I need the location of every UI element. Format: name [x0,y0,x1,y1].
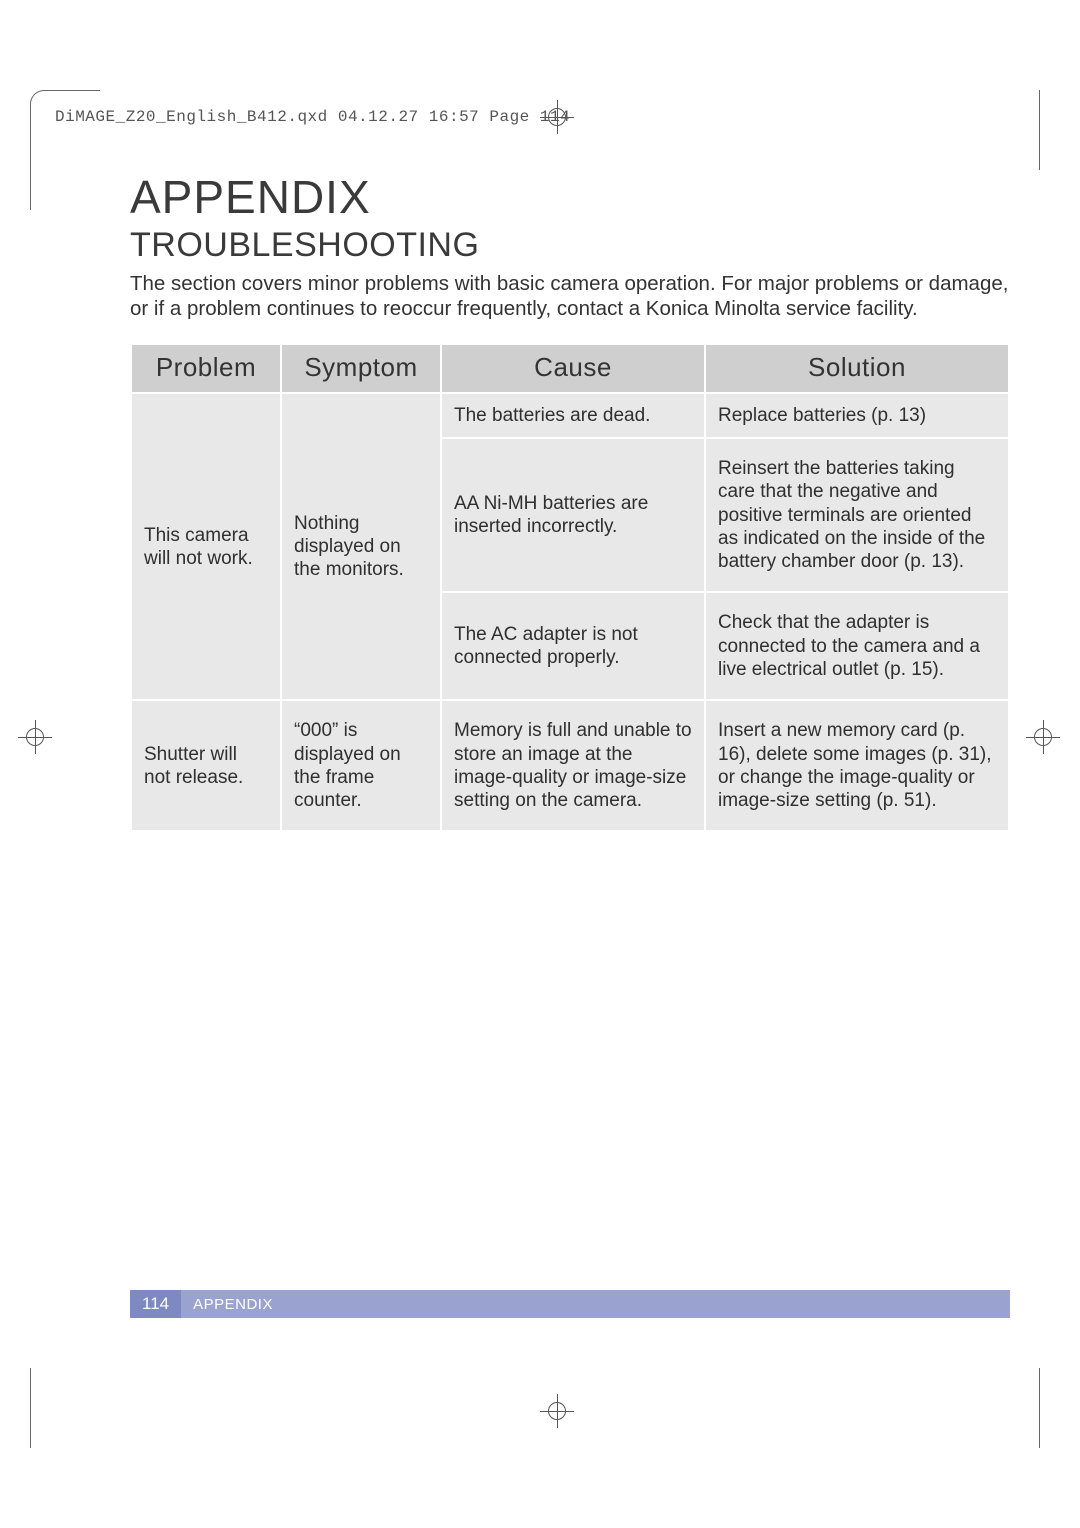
cell-solution: Replace batteries (p. 13) [705,393,1009,438]
page-root: DiMAGE_Z20_English_B412.qxd 04.12.27 16:… [0,0,1080,1528]
footer-label: APPENDIX [181,1290,285,1318]
table-row: This camera will not work. Nothing displ… [131,393,1009,438]
footer-fill [285,1290,1010,1318]
cell-cause: The AC adapter is not connected properly… [441,592,705,700]
cell-solution: Reinsert the batteries taking care that … [705,438,1009,592]
registration-mark-icon [540,100,574,134]
col-symptom: Symptom [281,344,441,393]
col-solution: Solution [705,344,1009,393]
registration-mark-icon [1026,720,1060,754]
registration-mark-icon [540,1394,574,1428]
cell-cause: AA Ni-MH batteries are inserted incorrec… [441,438,705,592]
col-problem: Problem [131,344,281,393]
print-file-header: DiMAGE_Z20_English_B412.qxd 04.12.27 16:… [55,108,570,126]
crop-mark-icon [1039,1368,1040,1448]
cell-problem: Shutter will not release. [131,700,281,831]
page-number: 114 [130,1290,181,1318]
table-header-row: Problem Symptom Cause Solution [131,344,1009,393]
cell-solution: Check that the adapter is connected to t… [705,592,1009,700]
section-heading: TROUBLESHOOTING [130,226,1010,265]
registration-mark-icon [18,720,52,754]
table-row: Shutter will not release. “000” is displ… [131,700,1009,831]
intro-paragraph: The section covers minor problems with b… [130,271,1010,321]
cell-symptom: “000” is displayed on the frame counter. [281,700,441,831]
crop-mark-icon [1039,90,1040,170]
cell-cause: Memory is full and unable to store an im… [441,700,705,831]
crop-mark-icon [30,1368,31,1448]
footer-bar: 114 APPENDIX [130,1290,1010,1318]
troubleshooting-table: Problem Symptom Cause Solution This came… [130,343,1010,832]
col-cause: Cause [441,344,705,393]
crop-mark-icon [30,90,100,210]
cell-symptom: Nothing displayed on the monitors. [281,393,441,700]
cell-problem: This camera will not work. [131,393,281,700]
cell-solution: Insert a new memory card (p. 16), delete… [705,700,1009,831]
page-title: APPENDIX [130,170,1010,224]
cell-cause: The batteries are dead. [441,393,705,438]
